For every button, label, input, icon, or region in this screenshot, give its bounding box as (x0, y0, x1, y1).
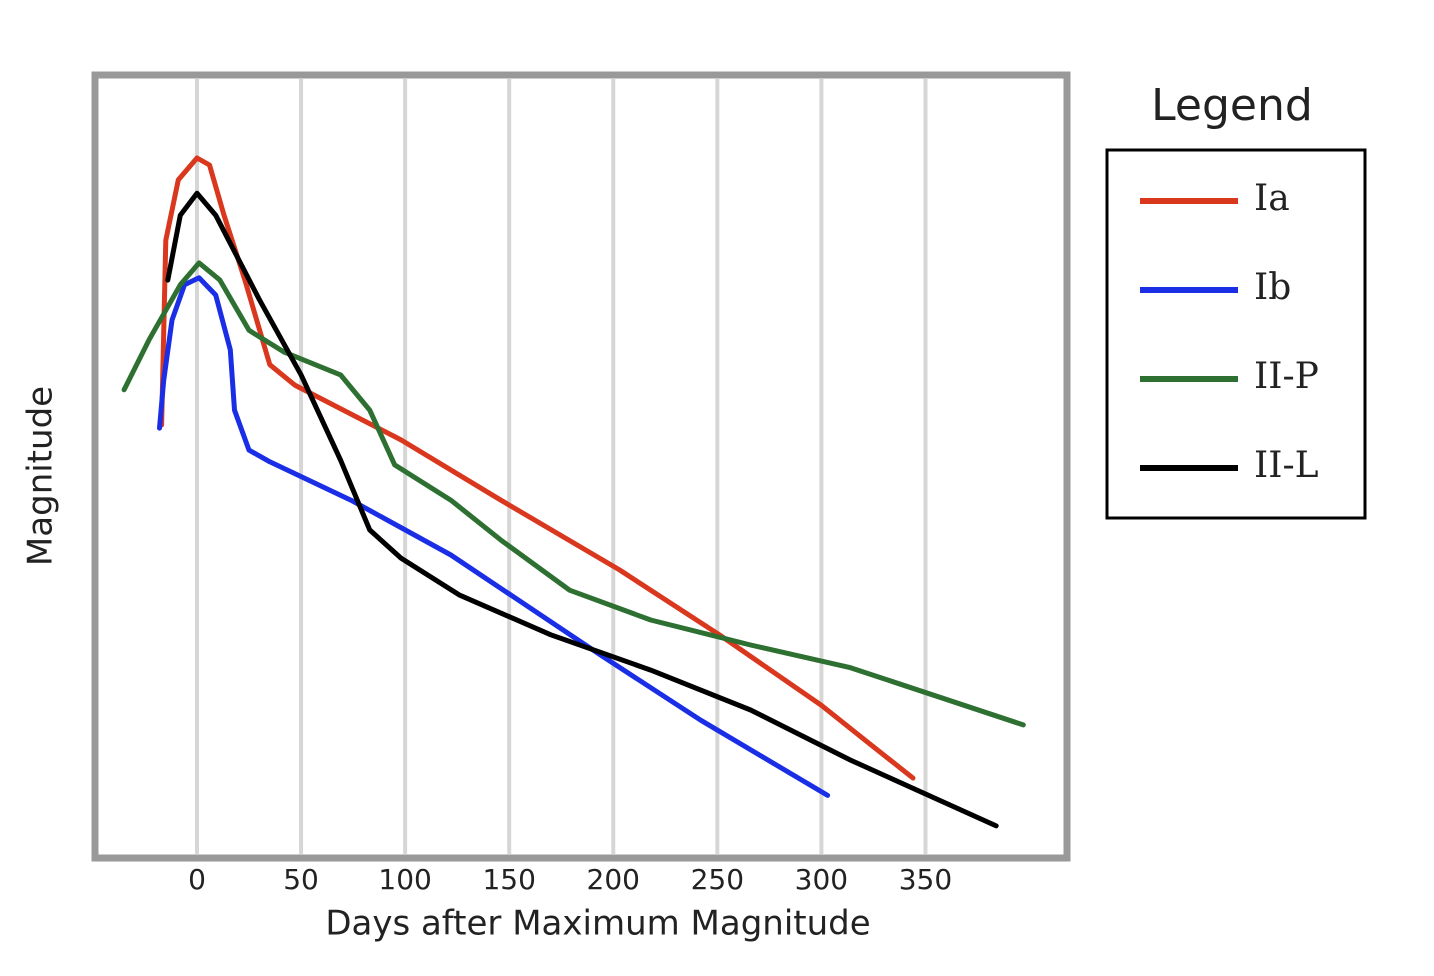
x-tick-label: 50 (283, 863, 319, 896)
series-line (159, 155, 916, 781)
x-tick-label: 150 (482, 863, 535, 896)
x-tick-label: 200 (587, 863, 640, 896)
x-tick-label: 250 (691, 863, 744, 896)
x-tick-label: 300 (795, 863, 848, 896)
x-tick-label: 100 (378, 863, 431, 896)
plot-frame (91, 71, 1071, 862)
legend-label: Ia (1254, 178, 1290, 219)
y-axis-label: Magnitude (21, 386, 61, 566)
legend-box (1105, 148, 1367, 520)
series-line (157, 275, 831, 798)
legend-title: Legend (1151, 80, 1313, 131)
x-tick-label: 0 (188, 863, 206, 896)
legend-label: Ib (1254, 267, 1291, 308)
x-axis-label: Days after Maximum Magnitude (325, 904, 870, 944)
legend-label: II-P (1254, 356, 1319, 397)
series-line (121, 260, 1026, 728)
x-tick-label: 350 (899, 863, 952, 896)
legend-label: II-L (1254, 445, 1319, 486)
series-line (165, 190, 999, 829)
